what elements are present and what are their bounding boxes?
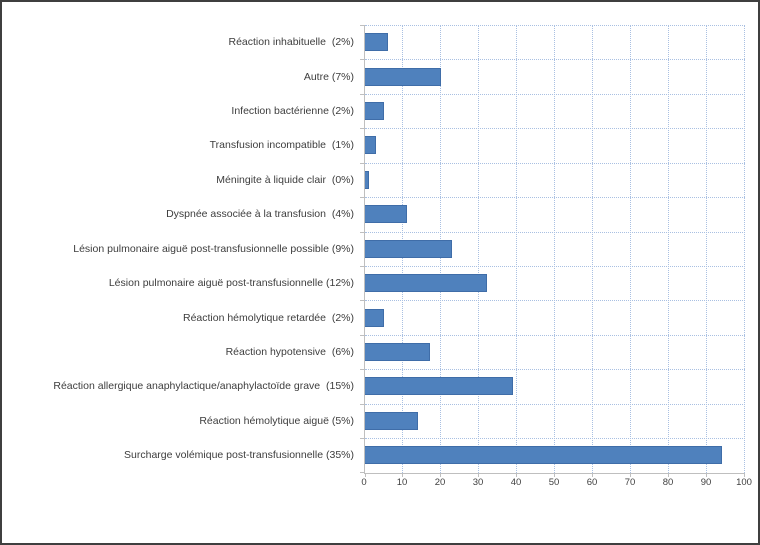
category-label: Autre (7%) xyxy=(303,70,354,83)
category-axis-tick xyxy=(360,128,365,130)
bar xyxy=(365,205,407,224)
category-axis-tick xyxy=(360,265,365,267)
horizontal-gridline xyxy=(365,128,745,130)
value-axis-tick xyxy=(478,472,479,477)
bar xyxy=(365,102,384,121)
horizontal-gridline xyxy=(365,197,745,199)
horizontal-gridline xyxy=(365,403,745,405)
value-axis-tick xyxy=(402,472,403,477)
horizontal-gridline xyxy=(365,438,745,440)
category-label: Surcharge volémique post-transfusionnell… xyxy=(124,449,354,462)
value-axis-tick xyxy=(630,472,631,477)
horizontal-gridline xyxy=(365,59,745,61)
vertical-gridline xyxy=(744,25,745,473)
category-label: Réaction hémolytique aiguë (5%) xyxy=(199,414,354,427)
category-axis-tick xyxy=(360,438,365,440)
category-axis-tick xyxy=(360,471,365,473)
category-label: Transfusion incompatible (1%) xyxy=(209,139,354,152)
vertical-gridline xyxy=(592,25,593,473)
value-axis-tick xyxy=(440,472,441,477)
value-tick-label: 80 xyxy=(662,477,674,488)
category-label: Réaction allergique anaphylactique/anaph… xyxy=(53,380,354,393)
vertical-gridline xyxy=(706,25,707,473)
bar xyxy=(365,377,514,396)
category-axis-tick xyxy=(360,162,365,164)
value-tick-label: 70 xyxy=(624,477,636,488)
bar xyxy=(365,274,487,293)
horizontal-gridline xyxy=(365,334,745,336)
plot-area xyxy=(360,25,745,477)
bar xyxy=(365,411,419,430)
bar xyxy=(365,308,384,327)
horizontal-gridline xyxy=(365,369,745,371)
category-label: Réaction inhabituelle (2%) xyxy=(228,36,355,49)
value-axis-tick xyxy=(592,472,593,477)
value-tick-label: 50 xyxy=(548,477,560,488)
value-tick-label: 60 xyxy=(586,477,598,488)
value-axis-tick xyxy=(668,472,669,477)
category-axis-tick xyxy=(360,59,365,61)
vertical-gridline xyxy=(554,25,555,473)
vertical-gridline xyxy=(516,25,517,473)
bar xyxy=(365,446,723,465)
bar xyxy=(365,239,453,258)
category-axis-tick xyxy=(360,403,365,405)
horizontal-gridline xyxy=(365,265,745,267)
value-axis-tick xyxy=(706,472,707,477)
category-label: Réaction hypotensive (6%) xyxy=(225,346,354,358)
value-axis-tick xyxy=(365,472,366,477)
value-tick-label: 40 xyxy=(510,477,522,488)
value-tick-label: 30 xyxy=(472,477,484,488)
value-tick-label: 90 xyxy=(700,477,712,488)
bar xyxy=(365,33,388,52)
category-label: Lésion pulmonaire aiguë post-transfusion… xyxy=(108,277,354,290)
category-label: Dyspnée associée à la transfusion (4%) xyxy=(166,208,354,221)
horizontal-gridline xyxy=(365,231,745,233)
horizontal-gridline xyxy=(365,162,745,164)
bar xyxy=(365,136,377,155)
category-label: Méningite à liquide clair (0%) xyxy=(216,173,354,186)
category-label: Lésion pulmonaire aiguë post-transfusion… xyxy=(73,242,354,255)
value-axis-tick xyxy=(554,472,555,477)
bar xyxy=(365,170,369,189)
vertical-gridline xyxy=(668,25,669,473)
vertical-gridline xyxy=(478,25,479,473)
category-axis-tick xyxy=(360,25,365,26)
horizontal-gridline xyxy=(365,93,745,95)
horizontal-gridline xyxy=(365,300,745,302)
category-label: Infection bactérienne (2%) xyxy=(231,105,354,118)
value-axis-tick xyxy=(744,472,745,477)
value-tick-label: 20 xyxy=(434,477,446,488)
value-tick-label: 0 xyxy=(361,477,367,488)
value-tick-label: 100 xyxy=(736,477,752,488)
category-axis-tick xyxy=(360,197,365,199)
horizontal-gridline xyxy=(365,25,745,26)
category-axis-tick xyxy=(360,231,365,233)
vertical-gridline xyxy=(630,25,631,473)
category-axis-tick xyxy=(360,300,365,302)
category-axis-tick xyxy=(360,334,365,336)
category-axis-labels: Réaction inhabituelle (2%) Autre (7%) Infe… xyxy=(2,25,354,473)
bar xyxy=(365,67,441,86)
category-axis-tick xyxy=(360,369,365,371)
category-label: Réaction hémolytique retardée (2%) xyxy=(182,311,354,324)
value-tick-label: 10 xyxy=(396,477,408,488)
value-axis-tick xyxy=(516,472,517,477)
value-axis-labels: 0 10 20 30 40 50 60 70 80 90 100 xyxy=(361,477,752,491)
bar xyxy=(365,343,430,362)
category-axis-tick xyxy=(360,93,365,95)
